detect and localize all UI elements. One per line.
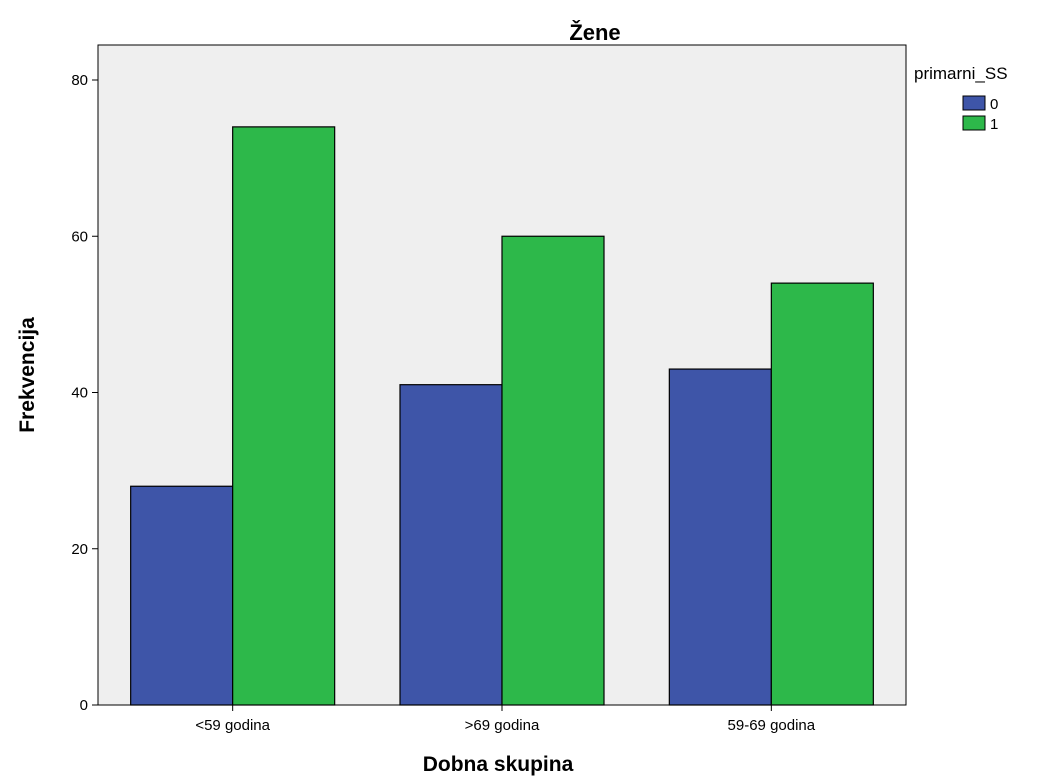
x-tick-label: 59-69 godina: [728, 717, 816, 734]
bar-1-1: [501, 235, 605, 706]
x-tick-label: <59 godina: [195, 717, 270, 734]
x-axis: <59 godina >69 godina 59-69 godina: [195, 705, 816, 734]
legend-title: primarni_SS: [914, 64, 1008, 83]
legend-label-0: 0: [990, 96, 998, 113]
legend-swatch-1: [962, 115, 986, 131]
bar-0-1: [399, 384, 503, 706]
x-axis-label: Dobna skupina: [423, 753, 574, 776]
bar-0-2: [668, 368, 772, 706]
legend-label-1: 1: [990, 116, 998, 133]
chart-title: Žene: [569, 20, 620, 45]
legend-swatch-0: [962, 95, 986, 111]
bar-0-0: [130, 485, 234, 706]
legend-items: 01: [962, 95, 998, 133]
y-tick-label: 80: [71, 72, 88, 89]
y-tick-label: 0: [80, 697, 88, 714]
bar-1-0: [232, 126, 336, 706]
y-axis: 0 20 40 60 80: [71, 72, 98, 714]
y-tick-label: 40: [71, 385, 88, 402]
x-tick-label: >69 godina: [465, 717, 540, 734]
bars-layer: [130, 126, 874, 706]
bar-1-2: [770, 282, 874, 706]
y-tick-label: 60: [71, 228, 88, 245]
y-axis-label: Frekvencija: [16, 317, 39, 433]
y-tick-label: 20: [71, 541, 88, 558]
legend: primarni_SS 01: [914, 64, 1008, 133]
